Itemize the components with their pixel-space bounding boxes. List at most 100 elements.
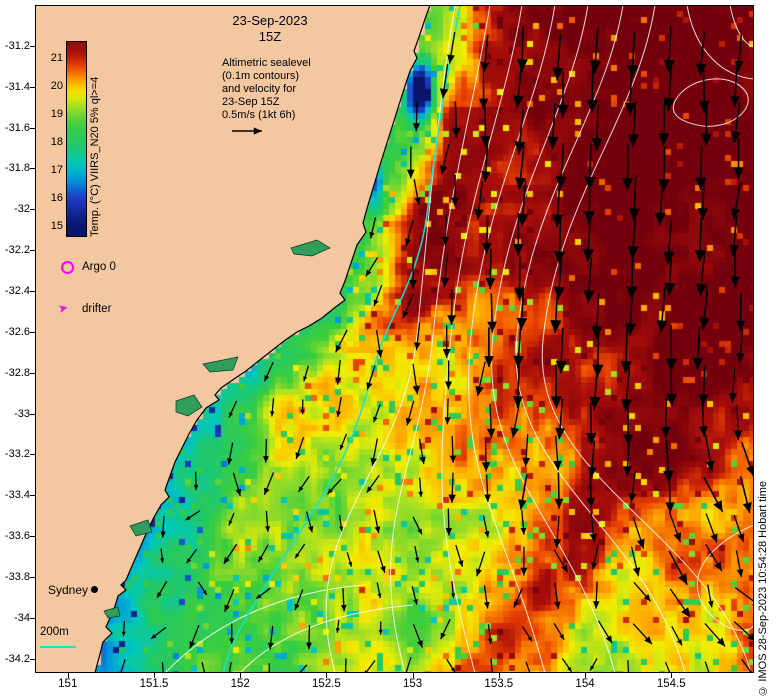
velocity-arrow-head — [409, 280, 417, 289]
velocity-arrow-head — [151, 633, 157, 639]
y-axis-tick-label: -32.8 — [4, 366, 30, 379]
velocity-arrow-head — [557, 104, 569, 118]
velocity-arrow-head — [695, 283, 707, 297]
velocity-arrow-head — [339, 444, 344, 450]
y-axis-tick-label: -33.4 — [4, 489, 30, 502]
velocity-arrow-head — [623, 466, 633, 477]
colorbar-tick-label: 21 — [50, 51, 63, 64]
axis-tick-mark — [30, 45, 35, 47]
y-axis-tick-label: -31.4 — [4, 80, 30, 93]
velocity-arrow-head — [483, 601, 490, 609]
velocity-arrow-head — [591, 326, 603, 340]
velocity-arrow-head — [298, 486, 304, 492]
velocity-arrow-head — [673, 532, 682, 543]
velocity-arrow-head — [736, 569, 744, 578]
velocity-arrow-head — [486, 428, 496, 439]
velocity-arrow-head — [589, 396, 601, 410]
velocity-arrow-head — [412, 385, 421, 395]
velocity-arrow-head — [621, 177, 634, 191]
velocity-arrow-head — [591, 562, 598, 570]
velocity-arrow-head — [256, 594, 262, 599]
velocity-arrow-head — [514, 141, 526, 155]
velocity-arrow-head — [692, 357, 704, 370]
velocity-arrow-head — [733, 430, 743, 441]
velocity-arrow-head — [484, 356, 494, 367]
velocity-arrow-head — [378, 629, 383, 635]
velocity-arrow-head — [552, 67, 564, 81]
velocity-arrow-head — [339, 526, 344, 532]
velocity-arrow — [525, 661, 531, 673]
velocity-arrow-head — [664, 282, 676, 296]
velocity-arrow-head — [582, 248, 594, 262]
velocity-arrow-head — [728, 392, 738, 403]
velocity-arrow-head — [729, 244, 739, 256]
velocity-arrow-head — [226, 458, 233, 465]
velocity-arrow-head — [553, 286, 565, 300]
velocity-arrow-head — [450, 667, 456, 673]
velocity-arrow-head — [480, 135, 491, 148]
velocity-arrow-head — [327, 488, 334, 495]
velocity-arrow-head — [592, 364, 604, 378]
city-dot-icon — [91, 586, 98, 593]
velocity-arrow-head — [555, 176, 567, 190]
sealevel-contour — [390, 5, 491, 673]
velocity-arrow-head — [449, 455, 457, 463]
velocity-arrow-head — [665, 502, 675, 514]
velocity-arrow-head — [374, 526, 381, 534]
y-axis-tick-label: -33.2 — [4, 448, 30, 461]
axis-tick-mark — [585, 673, 587, 678]
x-axis-tick-label: 153.5 — [484, 678, 514, 690]
velocity-arrow-head — [258, 556, 264, 563]
velocity-arrow-head — [308, 526, 314, 533]
velocity-arrow-head — [636, 538, 645, 549]
velocity-arrow-head — [439, 88, 449, 99]
velocity-arrow-head — [553, 460, 562, 471]
velocity-arrow-head — [553, 251, 566, 264]
velocity-arrow-head — [295, 553, 300, 559]
velocity-arrow-head — [193, 484, 199, 491]
velocity-arrow-head — [567, 666, 572, 672]
velocity-arrow-head — [678, 573, 688, 585]
velocity-arrow-head — [681, 607, 691, 618]
velocity-arrow-head — [628, 493, 637, 503]
axis-tick-mark — [30, 536, 35, 538]
y-axis-tick-label: -33.6 — [4, 530, 30, 543]
lake-shape — [290, 239, 331, 257]
sealevel-contour — [729, 5, 754, 48]
velocity-arrow-head — [627, 133, 640, 147]
y-axis-tick-label: -32.6 — [4, 325, 30, 338]
velocity-arrow-head — [742, 501, 752, 514]
velocity-arrow-head — [235, 488, 242, 496]
axis-tick-mark — [671, 673, 673, 678]
axis-tick-mark — [30, 576, 35, 578]
velocity-arrow-head — [270, 411, 275, 417]
axis-tick-mark — [30, 290, 35, 292]
sealevel-contour — [239, 604, 414, 673]
velocity-arrow-head — [512, 95, 524, 109]
velocity-arrow-head — [605, 635, 613, 644]
y-axis-tick-label: -32.4 — [4, 284, 30, 297]
velocity-arrow-head — [700, 133, 712, 146]
isobath-legend-label: 200m — [40, 626, 69, 638]
velocity-arrow-head — [590, 665, 595, 671]
velocity-arrow-head — [300, 409, 305, 415]
x-axis-tick-label: 152 — [230, 678, 250, 690]
velocity-arrow-head — [695, 63, 707, 76]
velocity-arrow-head — [643, 594, 651, 602]
city-label-sydney: Sydney — [47, 583, 88, 597]
velocity-arrow — [664, 662, 671, 673]
map-overlay-svg — [35, 5, 754, 673]
axis-tick-mark — [30, 413, 35, 415]
lake-shape — [103, 606, 121, 619]
velocity-arrow-head — [559, 634, 565, 640]
velocity-arrow-head — [229, 638, 235, 644]
argo-marker-icon — [61, 261, 74, 274]
velocity-arrow-head — [587, 466, 597, 478]
velocity-arrow-head — [527, 636, 533, 642]
velocity-arrow-head — [644, 636, 652, 645]
velocity-arrow-head — [561, 564, 568, 573]
y-axis-tick-label: -33.8 — [4, 570, 30, 583]
velocity-arrow-head — [516, 59, 528, 72]
velocity-arrow-head — [253, 127, 262, 135]
